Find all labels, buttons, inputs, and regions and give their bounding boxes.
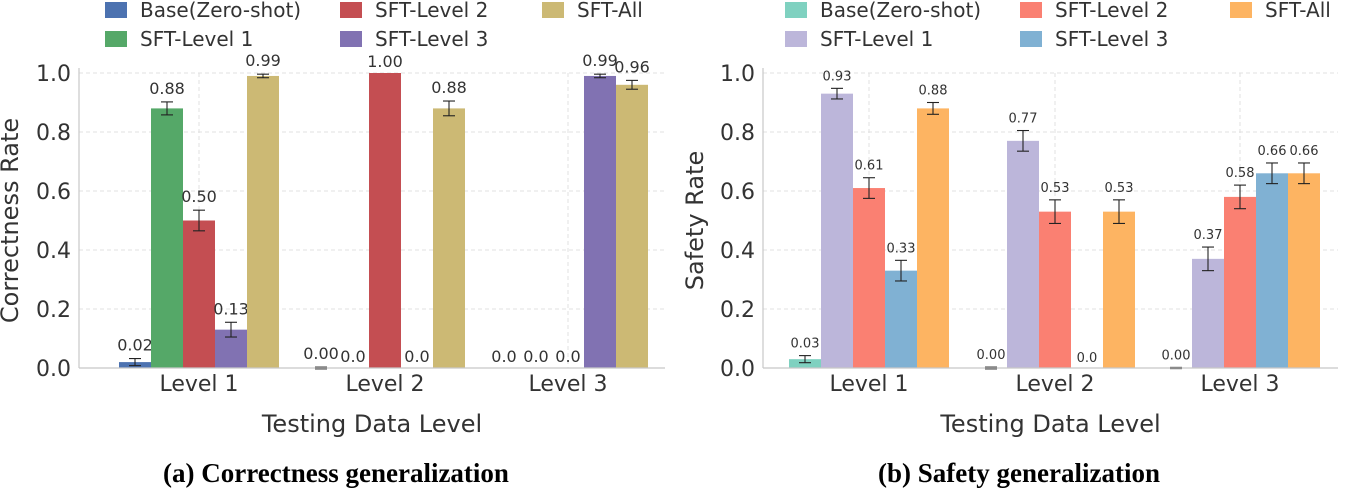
legend-label: SFT-All [1265,0,1331,22]
data-label: 1.00 [367,52,403,71]
bar [1288,173,1320,368]
bar [616,84,648,369]
y-tick-label: 0.0 [36,357,71,382]
bar [183,220,215,368]
bar [1256,173,1288,368]
data-label: 0.66 [1258,144,1287,159]
x-tick-label: Level 2 [345,372,424,397]
figure-caption: (b) Safety generalization [878,458,1160,488]
y-tick-label: 0.2 [720,298,755,323]
bar [1192,258,1224,368]
bar [917,108,949,369]
data-label: 0.0 [404,347,429,366]
legend-label: Base(Zero-shot) [140,0,301,22]
x-tick-label: Level 1 [829,372,908,397]
legend-label: SFT-Level 3 [375,27,488,51]
y-tick-label: 1.0 [720,62,755,87]
bar [1039,211,1071,368]
data-label: 0.02 [117,336,153,355]
data-label: 0.0 [1077,351,1098,366]
y-tick-label: 1.0 [36,62,71,87]
legend-label: Base(Zero-shot) [820,0,981,22]
legend-label: SFT-Level 1 [140,27,253,51]
data-label: 0.53 [1105,181,1134,196]
legend-swatch [1230,2,1252,18]
data-label: 0.88 [431,78,467,97]
legend-swatch [105,31,127,47]
legend-label: SFT-Level 2 [375,0,488,22]
data-label: 0.00 [1162,348,1191,363]
chart-panel-1: 0.00.20.40.60.81.00.02 0.00 0.00.880.0 0.00… [0,0,665,488]
y-tick-label: 0.4 [36,239,71,264]
bar [821,93,853,369]
legend: Base(Zero-shot) SFT-Level 1 SFT-Level 2 SFT… [785,0,1331,51]
y-tick-label: 0.6 [36,180,71,205]
legend-swatch [1020,31,1042,47]
data-label: 0.03 [791,337,820,352]
legend-swatch [785,31,807,47]
bar [151,108,183,369]
data-label: 0.53 [1041,181,1070,196]
legend-label: SFT-Level 2 [1055,0,1168,22]
bar [853,188,885,368]
data-label: 0.99 [582,51,618,70]
bar [885,270,917,368]
y-tick-label: 0.0 [720,357,755,382]
bar [1224,196,1256,368]
data-label: 0.88 [919,84,948,99]
bar [247,75,279,368]
legend-swatch [340,31,362,47]
x-tick-label: Level 3 [1200,372,1279,397]
x-axis-title: Testing Data Level [261,410,482,438]
data-label: 0.96 [614,57,650,76]
data-label: 0.33 [887,241,916,256]
data-label: 0.58 [1226,166,1255,181]
data-label: 0.0 [491,347,516,366]
data-label: 0.0 [523,347,548,366]
legend-swatch [1020,2,1042,18]
x-tick-label: Level 3 [528,372,607,397]
bar [1103,211,1135,368]
x-axis-title: Testing Data Level [939,410,1160,438]
y-tick-label: 0.2 [36,298,71,323]
legend-label: SFT-All [577,0,643,22]
y-tick-label: 0.8 [720,121,755,146]
y-tick-label: 0.6 [720,180,755,205]
y-tick-label: 0.8 [36,121,71,146]
bar [584,75,616,368]
data-label: 0.00 [303,344,339,363]
data-label: 0.00 [977,348,1006,363]
bar [433,108,465,369]
data-label: 0.88 [149,79,185,98]
data-label: 0.99 [245,51,281,70]
chart-panel-2: 0.0 0.2 0.4 0.6 0.8 1.0 0.03 0.00 0.00 0.93 0.77 0.… [681,0,1338,488]
x-tick-label: Level 1 [159,372,238,397]
legend: Base(Zero-shot) SFT-Level 1 SFT-Level 2 SFT… [105,0,643,51]
x-tick-label: Level 2 [1015,372,1094,397]
bar [1007,140,1039,368]
legend-label: SFT-Level 3 [1055,27,1168,51]
legend-swatch [105,2,127,18]
data-label: 0.37 [1194,228,1223,243]
legend-label: SFT-Level 1 [820,27,933,51]
y-axis-title: Correctness Rate [0,118,24,323]
data-label: 0.0 [555,347,580,366]
figure-caption: (a) Correctness generalization [163,458,509,488]
data-label: 0.0 [340,347,365,366]
bar [369,73,401,368]
data-label: 0.93 [823,69,852,84]
data-label: 0.61 [855,159,884,174]
y-axis-title: Safety Rate [681,151,709,290]
data-label: 0.66 [1290,144,1319,159]
y-tick-label: 0.4 [720,239,755,264]
data-label: 0.77 [1009,112,1038,127]
bar [789,359,821,368]
legend-swatch [785,2,807,18]
data-label: 0.13 [213,299,249,318]
data-label: 0.50 [181,187,217,206]
legend-swatch [542,2,564,18]
legend-swatch [340,2,362,18]
